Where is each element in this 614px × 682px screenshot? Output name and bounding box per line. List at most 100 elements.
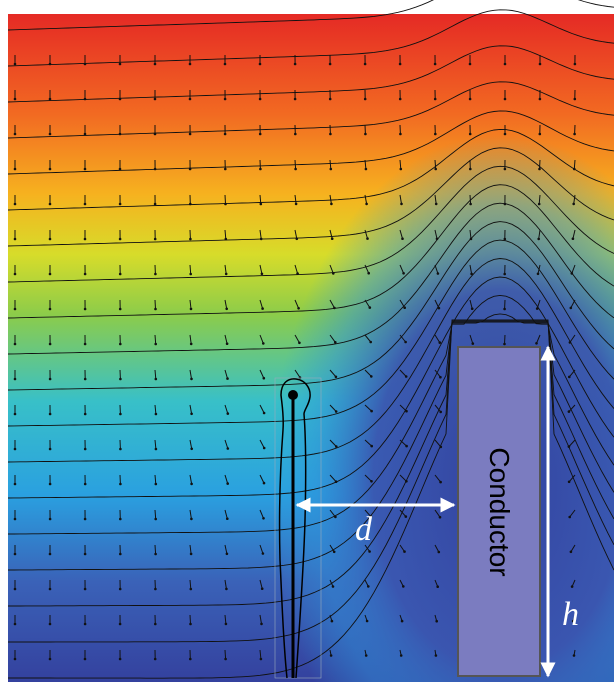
field-arrow-head xyxy=(294,168,297,171)
field-arrow-head xyxy=(49,203,52,206)
field-arrow-head xyxy=(119,308,122,311)
field-arrow-head xyxy=(14,413,17,416)
field-arrow-head xyxy=(435,203,438,206)
field-arrow-head xyxy=(189,63,192,66)
field-arrow-head xyxy=(225,273,228,276)
field-arrow-head xyxy=(364,63,367,66)
field-arrow-head xyxy=(299,376,302,379)
field-arrow xyxy=(155,335,156,344)
field-arrow-head xyxy=(190,308,193,311)
field-arrow-head xyxy=(190,553,193,556)
field-arrow-head xyxy=(119,658,122,661)
field-arrow-head xyxy=(14,133,17,136)
field-arrow-head xyxy=(471,307,474,310)
field-arrow-head xyxy=(370,375,373,378)
field-arrow-head xyxy=(154,658,157,661)
field-arrow-head xyxy=(154,63,157,66)
field-arrow-head xyxy=(404,341,407,344)
field-arrow-head xyxy=(119,378,122,381)
field-arrow-head xyxy=(573,133,576,136)
field-arrow-head xyxy=(49,98,52,101)
conductor-label: Conductor xyxy=(484,447,515,576)
field-arrow-head xyxy=(294,133,297,136)
field-arrow xyxy=(190,615,191,624)
field-arrow-head xyxy=(225,588,228,591)
field-arrow-head xyxy=(470,273,473,276)
field-arrow-head xyxy=(49,448,52,451)
field-arrow-head xyxy=(365,654,368,657)
field-arrow-head xyxy=(226,553,229,556)
height-label: h xyxy=(562,596,579,633)
field-arrow-head xyxy=(119,238,122,241)
field-arrow-head xyxy=(434,98,437,101)
field-arrow-head xyxy=(435,620,438,623)
field-arrow-head xyxy=(366,620,369,623)
field-arrow-head xyxy=(49,63,52,66)
field-arrow-head xyxy=(570,307,573,310)
field-arrow-head xyxy=(155,483,158,486)
field-arrow-head xyxy=(261,273,264,276)
field-arrow-head xyxy=(572,237,575,240)
field-arrow-head xyxy=(370,445,373,448)
field-arrow-head xyxy=(155,413,158,416)
field-arrow-head xyxy=(571,272,574,275)
field-arrow-head xyxy=(570,551,573,554)
field-arrow-head xyxy=(439,411,442,414)
field-arrow-head xyxy=(568,516,571,519)
field-arrow-head xyxy=(331,620,334,623)
field-arrow-head xyxy=(399,98,402,101)
field-arrow-head xyxy=(400,168,403,171)
field-arrow-head xyxy=(335,376,338,379)
field-arrow-head xyxy=(119,133,122,136)
field-arrow-head xyxy=(332,585,335,588)
field-arrow-head xyxy=(295,203,298,206)
field-arrow-head xyxy=(333,551,336,554)
field-arrow-head xyxy=(119,553,122,556)
field-arrow xyxy=(155,510,156,519)
field-arrow-head xyxy=(14,518,17,521)
field-arrow-head xyxy=(536,307,539,310)
field-arrow-head xyxy=(332,272,335,275)
field-arrow-head xyxy=(49,588,52,591)
field-arrow-head xyxy=(436,585,439,588)
field-arrow-head xyxy=(333,307,336,310)
field-arrow-head xyxy=(189,273,192,276)
field-arrow-head xyxy=(335,480,338,483)
field-arrow-head xyxy=(190,343,193,346)
field-arrow-head xyxy=(261,587,264,590)
field-arrow-head xyxy=(365,203,368,206)
field-arrow-head xyxy=(84,518,87,521)
field-arrow-head xyxy=(400,203,403,206)
field-arrow-head xyxy=(155,378,158,381)
field-arrow-head xyxy=(84,203,87,206)
field-arrow-head xyxy=(574,98,577,101)
field-arrow-head xyxy=(262,552,265,555)
field-arrow-head xyxy=(260,203,263,206)
field-arrow-head xyxy=(84,413,87,416)
field-arrow-head xyxy=(49,518,52,521)
field-arrow-head xyxy=(119,203,122,206)
field-arrow-head xyxy=(503,343,506,346)
field-arrow-head xyxy=(154,623,157,626)
field-arrow-head xyxy=(84,623,87,626)
field-arrow xyxy=(540,160,541,169)
field-arrow-head xyxy=(504,133,507,136)
field-arrow-head xyxy=(368,550,371,553)
field-arrow-head xyxy=(297,307,300,310)
person-head xyxy=(288,390,298,400)
field-arrow-head xyxy=(294,63,297,66)
field-arrow-head xyxy=(225,238,228,241)
field-arrow-head xyxy=(226,482,229,485)
field-arrow-head xyxy=(539,133,542,136)
field-arrow-head xyxy=(119,168,122,171)
field-arrow-head xyxy=(364,98,367,101)
field-arrow xyxy=(470,195,471,204)
field-arrow-head xyxy=(400,654,403,657)
field-arrow-head xyxy=(84,133,87,136)
field-arrow xyxy=(155,545,156,554)
field-arrow-head xyxy=(119,483,122,486)
field-arrow-head xyxy=(14,483,17,486)
field-arrow-head xyxy=(262,517,265,520)
field-arrow-head xyxy=(260,238,263,241)
field-arrow-head xyxy=(49,273,52,276)
